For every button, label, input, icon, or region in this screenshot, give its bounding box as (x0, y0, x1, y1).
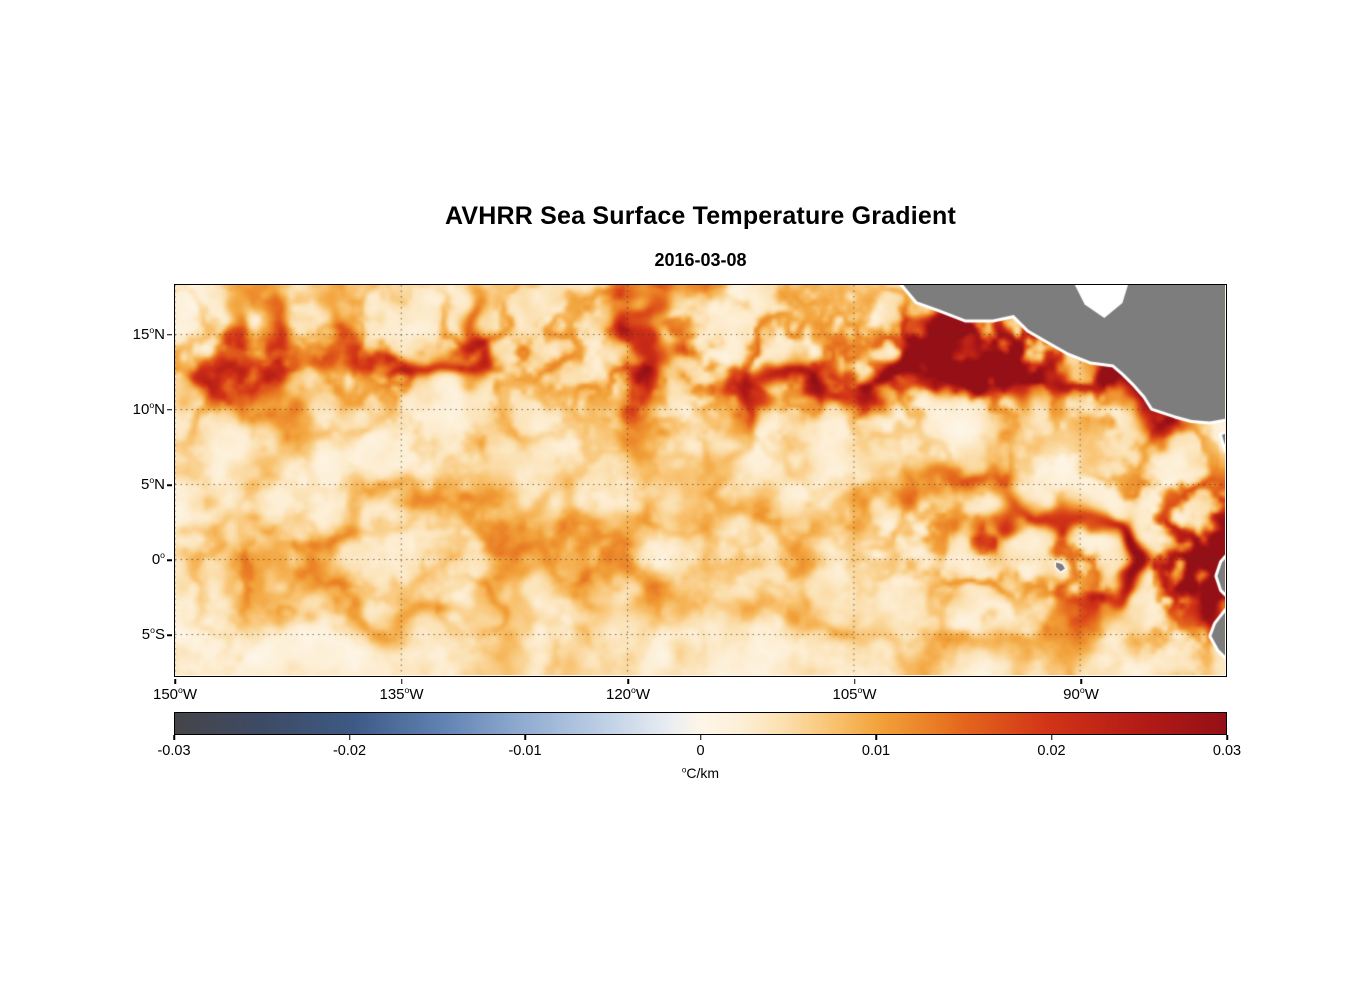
hemisphere: N (154, 325, 165, 343)
colorbar-tick-label: 0.03 (1212, 743, 1242, 759)
y-tick-label-5n: 5oN (141, 475, 165, 493)
degree-symbol: o (681, 765, 687, 775)
unit-text: C/km (686, 765, 720, 781)
colorbar-tick-mark (875, 735, 877, 740)
x-tick-label-135w: 135oW (379, 685, 423, 703)
colorbar-tick-label: -0.03 (157, 743, 191, 759)
tick-value: 150 (152, 686, 179, 703)
y-tick-label-10n: 10oN (133, 400, 165, 418)
hemisphere: S (154, 626, 165, 644)
colorbar-tick-mark (699, 735, 702, 740)
tick-value: 135 (379, 686, 405, 703)
x-tick-label-120w: 120oW (606, 685, 650, 703)
y-tick-label-15n: 15oN (133, 325, 165, 343)
colorbar-tick-label: 0.02 (1037, 743, 1066, 759)
y-axis-tick-mark (167, 409, 172, 411)
x-tick-label-90w: 90oW (1063, 685, 1099, 703)
tick-value: 5 (140, 476, 150, 494)
colorbar-tick-label: -0.02 (332, 743, 367, 759)
degree-symbol: o (149, 399, 155, 410)
colorbar-tick-label: -0.01 (508, 743, 542, 759)
chart-title: AVHRR Sea Surface Temperature Gradient (445, 202, 956, 230)
x-axis-tick-mark (627, 679, 629, 684)
tick-value: 105 (832, 686, 858, 703)
hemisphere: N (154, 476, 165, 494)
degree-symbol: o (178, 685, 183, 695)
y-axis-tick-mark (167, 484, 172, 486)
hemisphere: N (154, 400, 165, 418)
hemisphere: W (409, 686, 424, 703)
y-tick-label-0: 0o (152, 550, 165, 568)
degree-symbol: o (150, 625, 155, 636)
y-axis-tick-mark (167, 333, 172, 336)
colorbar-tick-mark (1050, 735, 1053, 740)
degree-symbol: o (404, 685, 410, 695)
colorbar-tick-mark (173, 735, 175, 740)
x-tick-label-150w: 150oW (153, 685, 197, 703)
sst-gradient-heatmap (175, 285, 1225, 675)
colorbar-tick-label: 0.01 (861, 743, 891, 759)
y-axis-tick-mark (167, 559, 172, 561)
x-axis-tick-mark (853, 679, 856, 684)
x-axis-tick-mark (400, 679, 403, 684)
degree-symbol: o (857, 685, 863, 695)
colorbar-tick-mark (348, 735, 351, 740)
colorbar-tick-label: 0 (696, 743, 705, 759)
y-axis-tick-mark (167, 634, 172, 637)
degree-symbol: o (1079, 685, 1085, 695)
x-axis-tick-mark (174, 679, 176, 684)
plot-frame: 15oN 10oN 5oN 0o 5oS 150oW 135oW 120oW 1… (133, 284, 1227, 703)
tick-value: 120 (605, 686, 632, 703)
chart-date: 2016-03-08 (654, 250, 747, 270)
colorbar-labels: -0.03 -0.02 -0.01 0 0.01 0.02 0.03 (157, 735, 1241, 761)
colorbar-tick-mark (524, 735, 526, 740)
hemisphere: W (635, 686, 651, 703)
colorbar-unit-label: oC/km (174, 765, 1227, 781)
x-axis-tick-mark (1080, 679, 1082, 684)
tick-value: 0 (151, 551, 161, 569)
hemisphere: W (862, 686, 877, 703)
y-tick-label-5s: 5oS (142, 625, 165, 643)
colorbar-tick-mark (1226, 735, 1228, 740)
degree-symbol: o (149, 475, 155, 486)
degree-symbol: o (160, 550, 165, 561)
hemisphere: W (182, 686, 198, 703)
tick-value: 5 (141, 626, 151, 644)
colorbar: -0.03 -0.02 -0.01 0 0.01 0.02 0.03 oC/km (157, 712, 1241, 781)
hemisphere: W (1084, 686, 1099, 703)
degree-symbol: o (149, 324, 155, 335)
tick-value: 15 (132, 325, 150, 343)
tick-value: 10 (132, 400, 150, 418)
degree-symbol: o (631, 685, 636, 695)
tick-value: 90 (1063, 686, 1080, 703)
x-tick-label-105w: 105oW (832, 685, 876, 703)
colorbar-gradient (174, 712, 1227, 735)
